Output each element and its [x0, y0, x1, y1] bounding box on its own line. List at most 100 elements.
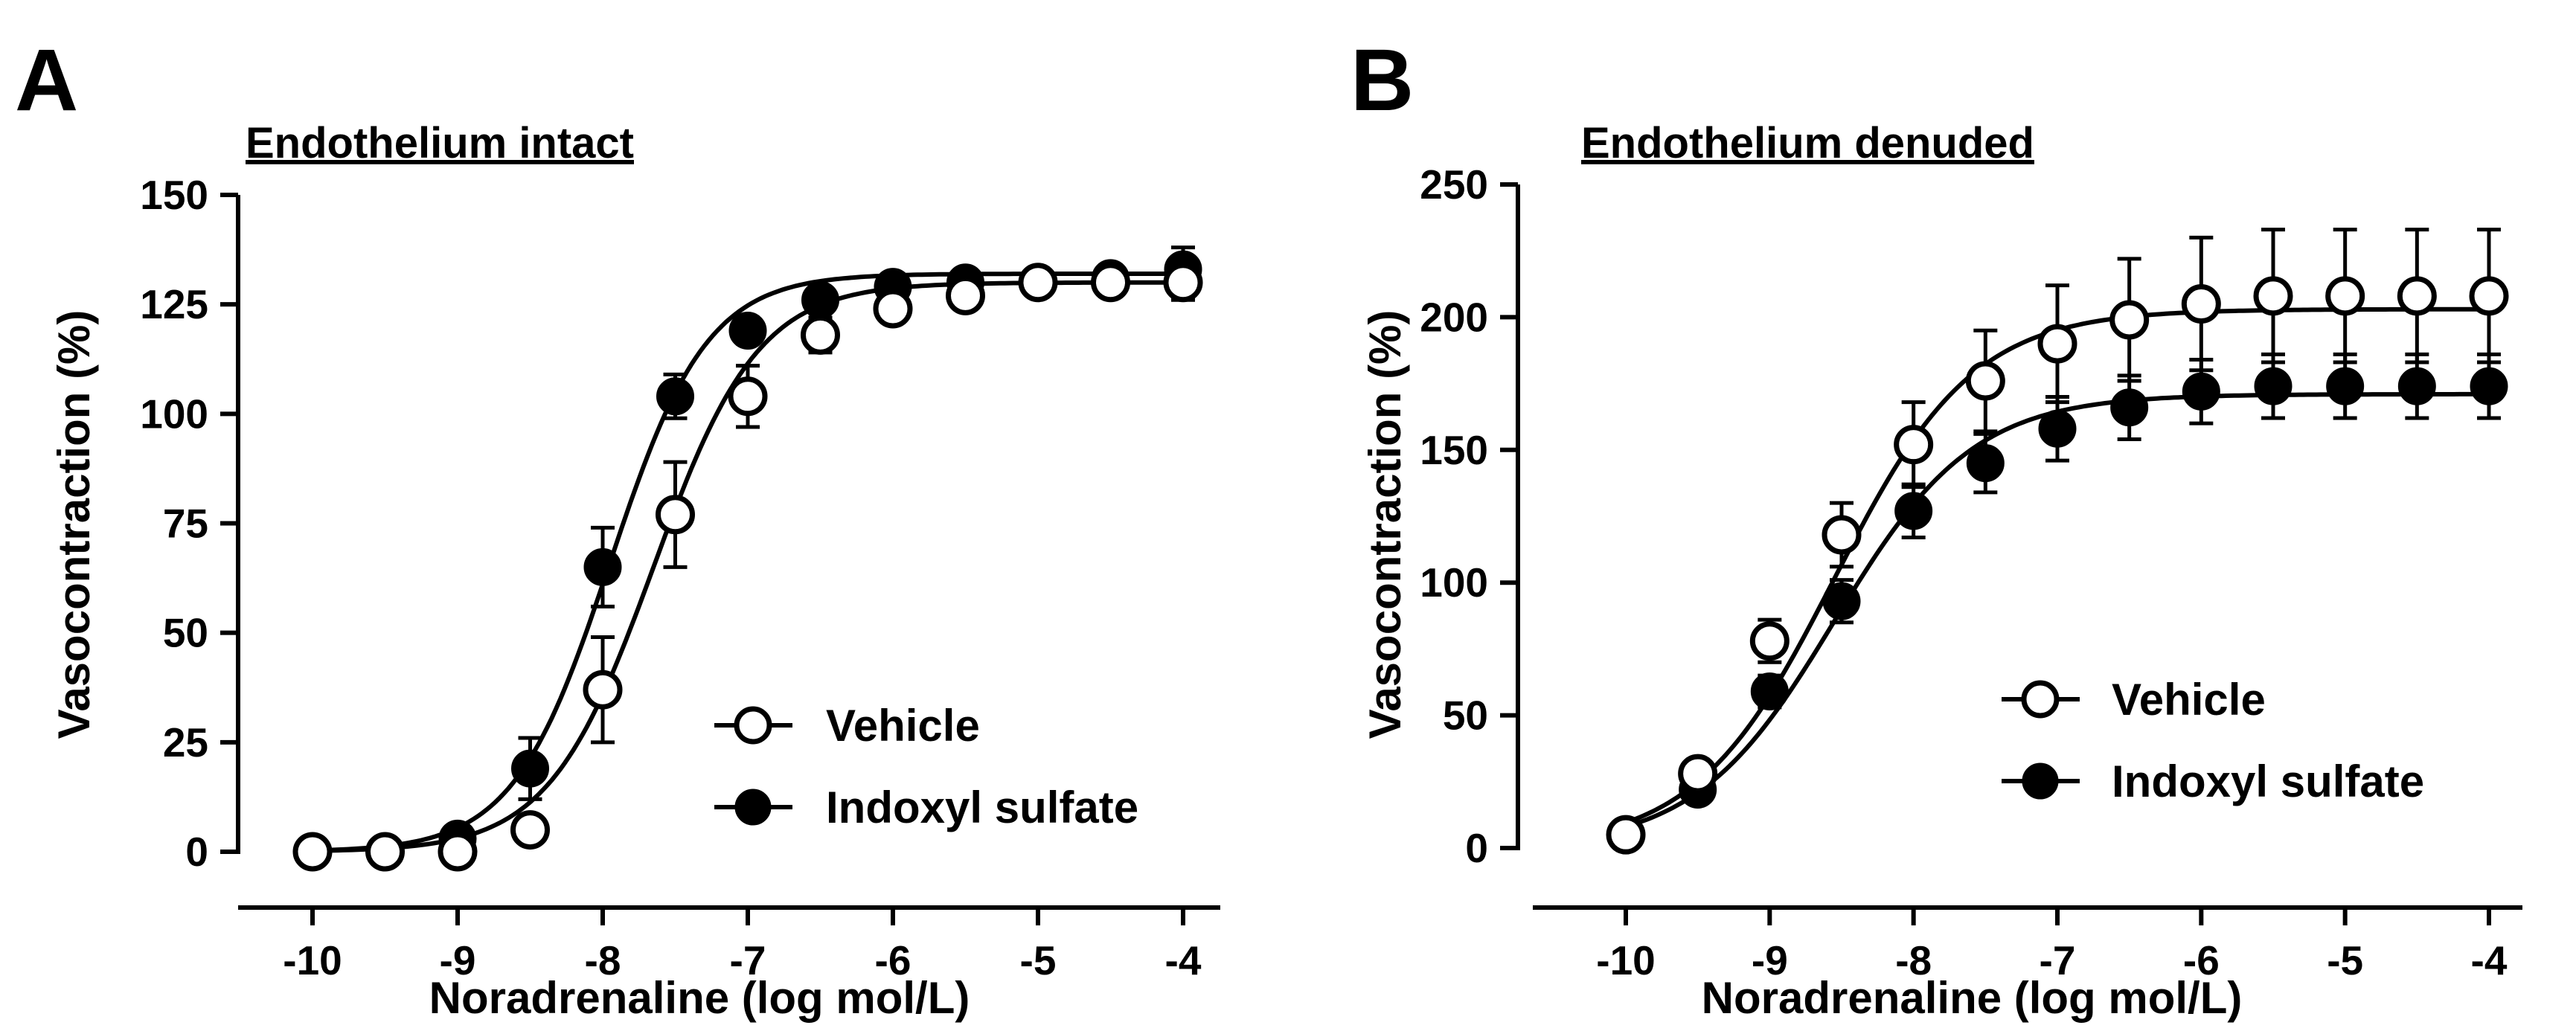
marker-vehicle [2037, 324, 2077, 364]
y-tick-label: 250 [1420, 161, 1488, 208]
fit-curves [312, 272, 1183, 853]
point-indoxyl-sulfate [1822, 578, 1861, 625]
marker-vehicle [656, 495, 695, 535]
y-tick-label: 200 [1420, 294, 1488, 340]
point-vehicle [2253, 228, 2293, 365]
x-axis: -10 -9 -8 -7 -6 -5 -4 [238, 905, 1220, 983]
point-indoxyl-sulfate [1750, 672, 1789, 710]
legend-label-vehicle: Vehicle [826, 701, 980, 751]
point-indoxyl-sulfate [511, 736, 549, 801]
x-tick-label: -6 [2183, 937, 2220, 983]
data-points [1606, 228, 2509, 855]
marker-indoxyl-sulfate [2397, 367, 2436, 405]
point-vehicle [365, 832, 405, 872]
marker-indoxyl-sulfate [2110, 388, 2149, 427]
x-tick-label: -9 [440, 937, 476, 983]
legend-label-indoxyl-sulfate: Indoxyl sulfate [2112, 757, 2424, 806]
y-tick-label: 100 [140, 391, 208, 437]
marker-indoxyl-sulfate [1750, 672, 1789, 710]
marker-indoxyl-sulfate [1822, 582, 1861, 620]
x-axis-title: Noradrenaline (log mol/L) [429, 973, 970, 1023]
marker-indoxyl-sulfate [511, 749, 549, 788]
y-tick-label: 0 [185, 829, 208, 875]
y-tick-label: 0 [1465, 825, 1488, 871]
panel-b: B Endothelium denuded Noradrenaline (log… [1351, 31, 2522, 1023]
x-tick-label: -8 [1895, 937, 1932, 983]
y-tick-label: 100 [1420, 559, 1488, 606]
y-axis-title: Vasocontraction (%) [1360, 310, 1410, 739]
point-indoxyl-sulfate [2397, 352, 2436, 420]
marker-vehicle [2253, 276, 2293, 316]
point-vehicle [2469, 228, 2509, 365]
point-indoxyl-sulfate [728, 311, 767, 350]
marker-vehicle [1894, 425, 1934, 465]
point-vehicle [438, 832, 478, 872]
point-vehicle [1606, 815, 1646, 855]
point-vehicle [1163, 263, 1203, 303]
point-vehicle [2397, 228, 2437, 365]
panel-label: A [15, 31, 78, 129]
point-indoxyl-sulfate [2182, 357, 2220, 426]
x-axis-title: Noradrenaline (log mol/L) [1702, 973, 2243, 1023]
point-vehicle [2181, 235, 2221, 373]
point-indoxyl-sulfate [2254, 352, 2293, 420]
point-vehicle [292, 832, 333, 872]
marker-vehicle [2181, 284, 2221, 324]
point-vehicle [1749, 617, 1790, 664]
marker-vehicle [1606, 815, 1646, 855]
y-tick-label: 150 [1420, 427, 1488, 473]
point-vehicle [510, 810, 550, 850]
y-axis: 0 50 100 150 200 250 [1420, 161, 1520, 871]
marker-vehicle [292, 832, 333, 872]
point-vehicle [583, 635, 623, 745]
x-tick-label: -8 [585, 937, 621, 983]
marker-vehicle [946, 275, 985, 315]
x-tick-label: -5 [1020, 937, 1057, 983]
point-vehicle [1678, 754, 1718, 794]
point-vehicle [946, 275, 985, 315]
legend-marker-vehicle [2021, 680, 2060, 719]
legend-marker-indoxyl-sulfate [2022, 762, 2059, 800]
panel-title: Endothelium intact [246, 119, 634, 167]
point-vehicle [801, 315, 840, 355]
point-indoxyl-sulfate [656, 372, 694, 420]
x-tick-label: -10 [283, 937, 342, 983]
marker-indoxyl-sulfate [801, 280, 839, 319]
data-points [292, 245, 1203, 872]
point-vehicle [1965, 328, 2005, 434]
x-tick-label: -7 [730, 937, 766, 983]
marker-vehicle [1163, 263, 1203, 303]
marker-vehicle [1678, 754, 1718, 794]
marker-indoxyl-sulfate [2254, 367, 2293, 405]
marker-indoxyl-sulfate [2038, 409, 2077, 448]
x-tick-label: -5 [2327, 937, 2363, 983]
point-vehicle [2325, 228, 2365, 365]
panel-a: A Endothelium intact Noradrenaline (log … [15, 31, 1220, 1023]
x-tick-label: -10 [1596, 937, 1656, 983]
point-indoxyl-sulfate [2470, 352, 2508, 420]
marker-vehicle [1091, 263, 1130, 303]
marker-vehicle [801, 315, 840, 355]
marker-indoxyl-sulfate [583, 547, 622, 586]
point-indoxyl-sulfate [2326, 352, 2365, 420]
marker-indoxyl-sulfate [728, 311, 767, 350]
point-vehicle [1091, 263, 1130, 303]
legend-marker-vehicle [734, 706, 772, 745]
x-tick-label: -6 [875, 937, 911, 983]
marker-vehicle [1018, 263, 1058, 303]
point-vehicle [656, 460, 695, 569]
point-indoxyl-sulfate [1966, 431, 2005, 495]
point-vehicle [1018, 263, 1058, 303]
y-tick-label: 50 [1443, 693, 1488, 739]
y-tick-label: 125 [140, 281, 208, 327]
point-vehicle [873, 289, 913, 329]
marker-vehicle [1749, 621, 1790, 661]
point-indoxyl-sulfate [2110, 373, 2149, 442]
marker-indoxyl-sulfate [2470, 367, 2508, 405]
marker-vehicle [1822, 515, 1862, 555]
y-tick-label: 150 [140, 172, 208, 218]
marker-vehicle [2325, 276, 2365, 316]
legend: Vehicle Indoxyl sulfate [714, 701, 1138, 832]
marker-vehicle [1965, 361, 2005, 401]
